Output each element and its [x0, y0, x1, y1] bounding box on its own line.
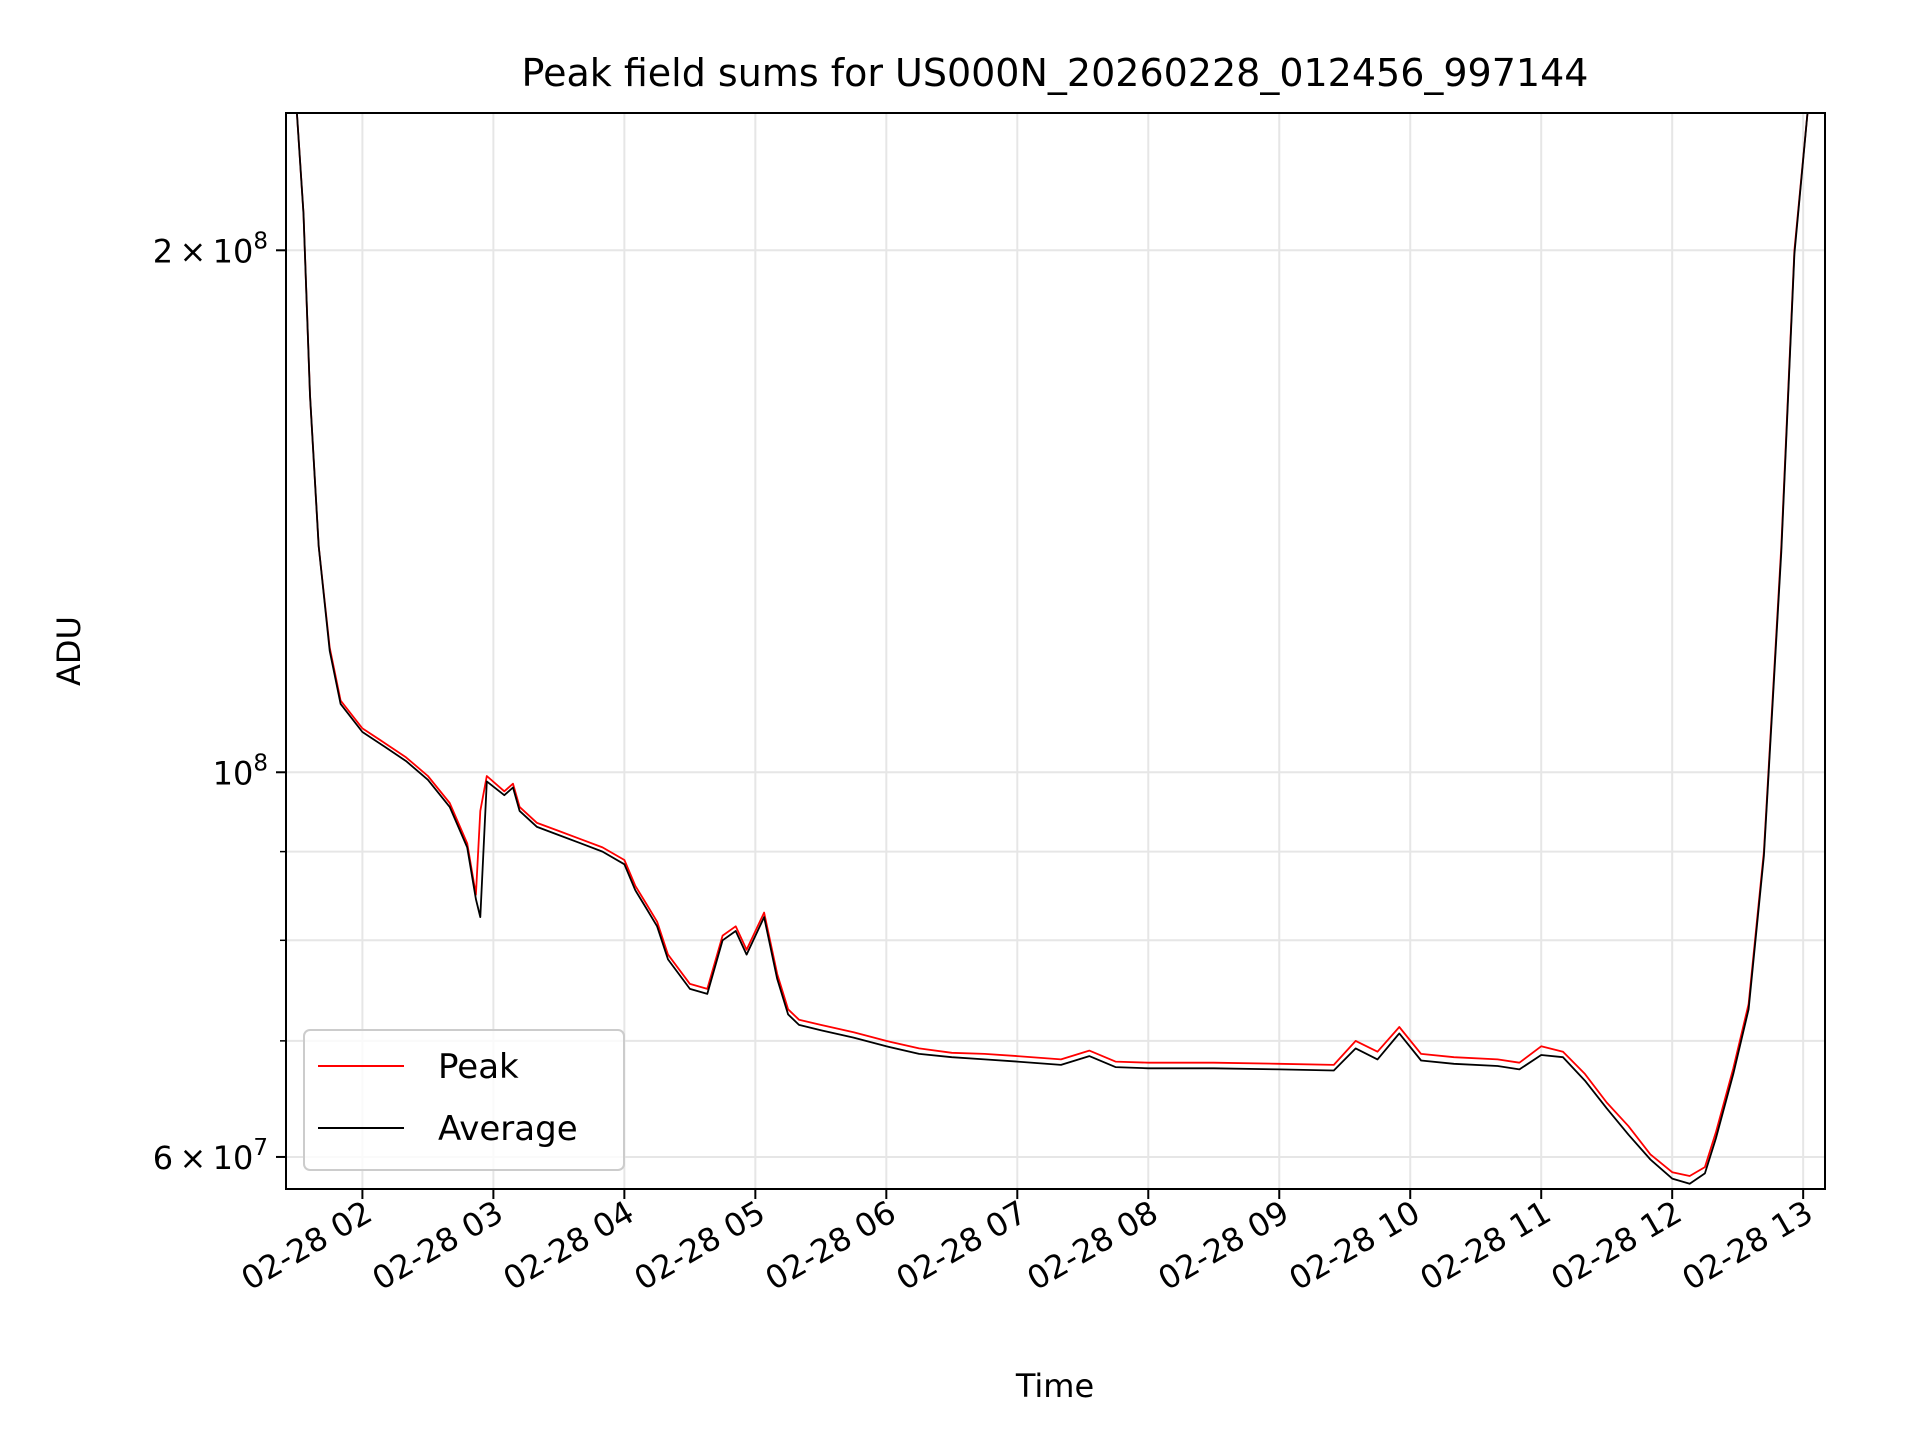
series-line-peak	[296, 113, 1809, 1177]
legend: Peak Average	[303, 1029, 625, 1171]
grid	[286, 113, 1825, 1189]
x-tick-label: 02-28 10	[1283, 1193, 1427, 1298]
legend-label-peak: Peak	[438, 1047, 519, 1087]
chart-title: Peak field sums for US000N_20260228_0124…	[522, 51, 1589, 95]
x-tick-label: 02-28 03	[366, 1193, 510, 1298]
x-tick-label: 02-28 02	[235, 1193, 379, 1298]
x-tick-label: 02-28 13	[1676, 1193, 1820, 1298]
y-axis: 6 × 107 108 2 × 108	[153, 228, 286, 1177]
x-tick-label: 02-28 11	[1414, 1193, 1558, 1298]
y-tick-label: 108	[213, 750, 268, 792]
y-axis-label: ADU	[50, 616, 88, 686]
x-tick-label: 02-28 09	[1152, 1193, 1296, 1298]
x-axis-label: Time	[1015, 1367, 1094, 1405]
series-line-average	[296, 113, 1809, 1185]
x-tick-label: 02-28 07	[890, 1193, 1034, 1298]
y-tick-label: 2 × 108	[153, 228, 268, 270]
x-tick-label: 02-28 12	[1545, 1193, 1689, 1298]
x-tick-label: 02-28 04	[497, 1193, 641, 1298]
legend-label-average: Average	[438, 1109, 578, 1149]
plot-frame	[285, 112, 1826, 1190]
y-tick-label: 6 × 107	[153, 1135, 268, 1177]
series-layer	[296, 113, 1809, 1185]
x-tick-label: 02-28 08	[1021, 1193, 1165, 1298]
x-tick-label: 02-28 05	[628, 1193, 772, 1298]
x-tick-label: 02-28 06	[759, 1193, 903, 1298]
